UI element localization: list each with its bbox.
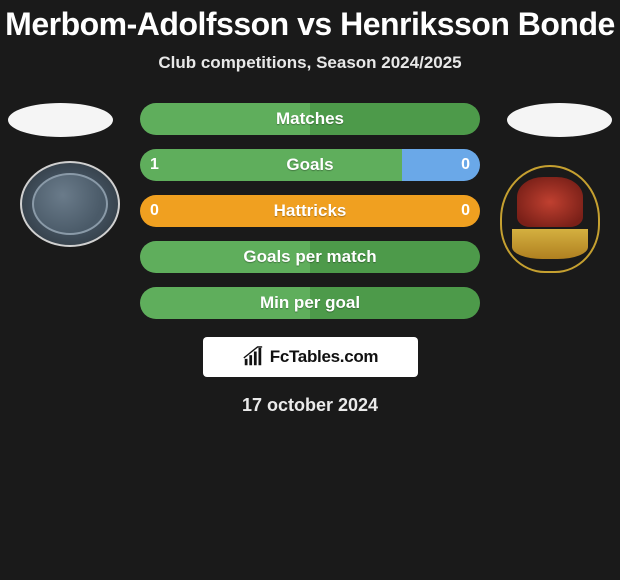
stat-label: Goals per match xyxy=(140,241,480,273)
stat-label: Min per goal xyxy=(140,287,480,319)
stat-row: Goals per match xyxy=(140,241,480,273)
player-slot-left xyxy=(8,103,113,137)
comparison-panel: MatchesGoals10Hattricks00Goals per match… xyxy=(0,103,620,319)
date-label: 17 october 2024 xyxy=(0,395,620,416)
stat-value-right: 0 xyxy=(451,149,480,181)
club-crest-left xyxy=(20,161,120,247)
stat-value-right: 0 xyxy=(451,195,480,227)
club-crest-right xyxy=(500,165,600,273)
stat-label: Goals xyxy=(140,149,480,181)
stat-label: Matches xyxy=(140,103,480,135)
stat-row: Goals1 0 xyxy=(140,149,480,181)
stat-value-left: 0 xyxy=(140,195,169,227)
brand-chart-icon xyxy=(242,346,264,368)
stat-row: Min per goal xyxy=(140,287,480,319)
stat-row: Matches xyxy=(140,103,480,135)
stat-row: Hattricks0 0 xyxy=(140,195,480,227)
page-title: Merbom-Adolfsson vs Henriksson Bonde xyxy=(0,0,620,43)
stat-bars: MatchesGoals10Hattricks00Goals per match… xyxy=(140,103,480,319)
subtitle: Club competitions, Season 2024/2025 xyxy=(0,53,620,73)
stat-value-left: 1 xyxy=(140,149,169,181)
brand-label: FcTables.com xyxy=(270,347,379,367)
stat-label: Hattricks xyxy=(140,195,480,227)
player-slot-right xyxy=(507,103,612,137)
brand-box[interactable]: FcTables.com xyxy=(203,337,418,377)
